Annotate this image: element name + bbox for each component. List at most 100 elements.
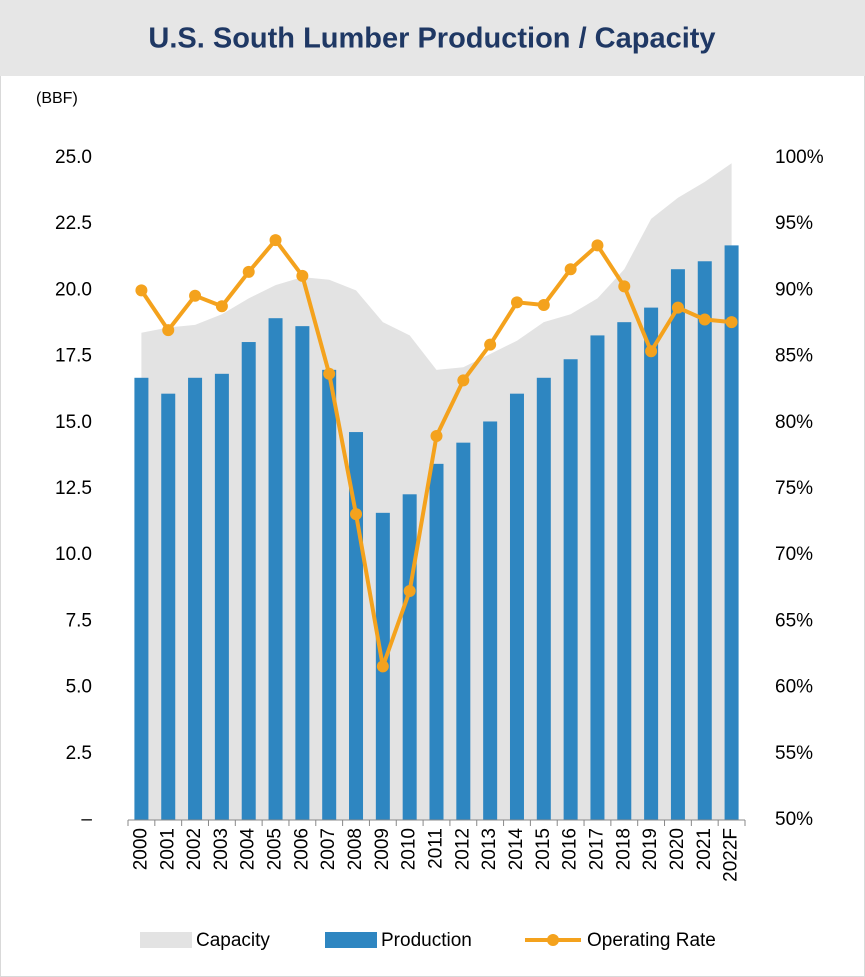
x-tick-label: 2001 bbox=[157, 828, 178, 870]
title-band bbox=[0, 0, 865, 76]
x-tick-label: 2002 bbox=[184, 828, 205, 870]
bar bbox=[214, 373, 229, 820]
y2-tick-label: 90% bbox=[775, 279, 813, 300]
y2-tick-label: 100% bbox=[775, 147, 824, 168]
bar bbox=[429, 463, 444, 820]
x-tick-label: 2016 bbox=[560, 828, 581, 870]
y-tick-label: 17.5 bbox=[55, 346, 92, 367]
y2-tick-label: 95% bbox=[775, 213, 813, 234]
bar bbox=[295, 326, 310, 820]
bar bbox=[456, 442, 471, 820]
y-tick-label: 7.5 bbox=[66, 610, 92, 631]
y-tick-label: 15.0 bbox=[55, 412, 92, 433]
x-tick-label: 2008 bbox=[345, 828, 366, 870]
rate-marker bbox=[162, 324, 175, 337]
rate-marker bbox=[376, 660, 389, 673]
rate-marker bbox=[403, 584, 416, 597]
bar bbox=[241, 342, 256, 820]
y-tick-label: – bbox=[81, 809, 92, 830]
bar bbox=[268, 318, 283, 820]
legend-label: Production bbox=[381, 930, 472, 951]
chart-title: U.S. South Lumber Production / Capacity bbox=[148, 23, 715, 55]
y2-tick-label: 55% bbox=[775, 743, 813, 764]
bar bbox=[644, 307, 659, 820]
rate-marker bbox=[537, 298, 550, 311]
rate-marker bbox=[350, 508, 363, 521]
y-axis-label: (BBF) bbox=[36, 90, 78, 107]
x-tick-label: 2005 bbox=[265, 828, 286, 870]
bar bbox=[590, 335, 605, 820]
y-tick-label: 12.5 bbox=[55, 478, 92, 499]
x-tick-label: 2012 bbox=[452, 828, 473, 870]
rate-marker bbox=[242, 265, 255, 278]
x-tick-label: 2018 bbox=[613, 828, 634, 870]
bar bbox=[617, 322, 632, 820]
rate-marker bbox=[269, 234, 282, 247]
x-tick-label: 2006 bbox=[291, 828, 312, 870]
bar bbox=[322, 369, 337, 820]
y2-tick-label: 80% bbox=[775, 412, 813, 433]
x-tick-label: 2013 bbox=[479, 828, 500, 870]
x-tick-label: 2020 bbox=[667, 828, 688, 870]
x-tick-label: 2000 bbox=[130, 828, 151, 870]
x-tick-label: 2014 bbox=[506, 828, 527, 871]
rate-marker bbox=[671, 301, 684, 314]
y2-tick-label: 85% bbox=[775, 346, 813, 367]
bar bbox=[536, 377, 551, 820]
rate-marker bbox=[725, 316, 738, 329]
x-tick-label: 2017 bbox=[586, 828, 607, 870]
y2-tick-label: 60% bbox=[775, 677, 813, 698]
y2-tick-label: 75% bbox=[775, 478, 813, 499]
bar bbox=[724, 245, 739, 820]
bar bbox=[188, 377, 203, 820]
rate-marker bbox=[618, 280, 631, 293]
bar bbox=[509, 393, 524, 820]
rate-marker bbox=[591, 239, 604, 252]
rate-marker bbox=[484, 338, 497, 351]
y-tick-label: 2.5 bbox=[66, 743, 92, 764]
legend-label: Operating Rate bbox=[587, 930, 716, 951]
rate-marker bbox=[323, 367, 336, 380]
x-tick-label: 2022F bbox=[721, 828, 742, 882]
x-tick-label: 2009 bbox=[372, 828, 393, 870]
x-tick-label: 2019 bbox=[640, 828, 661, 870]
y2-tick-label: 70% bbox=[775, 544, 813, 565]
bar bbox=[563, 359, 578, 820]
y2-tick-label: 50% bbox=[775, 809, 813, 830]
y-tick-label: 5.0 bbox=[66, 677, 92, 698]
rate-marker bbox=[645, 345, 658, 358]
bar bbox=[483, 421, 498, 820]
x-tick-label: 2015 bbox=[533, 828, 554, 870]
x-tick-label: 2004 bbox=[238, 828, 259, 871]
bar bbox=[670, 269, 685, 820]
bar bbox=[402, 494, 417, 820]
rate-marker bbox=[296, 269, 309, 282]
x-tick-label: 2021 bbox=[694, 828, 715, 870]
rate-marker bbox=[698, 313, 711, 326]
y-tick-label: 25.0 bbox=[55, 147, 92, 168]
x-tick-label: 2007 bbox=[318, 828, 339, 870]
rate-marker bbox=[457, 374, 470, 387]
legend-label: Capacity bbox=[196, 930, 270, 951]
rate-marker bbox=[189, 289, 202, 302]
y-tick-label: 10.0 bbox=[55, 544, 92, 565]
x-tick-label: 2003 bbox=[211, 828, 232, 870]
y-tick-label: 20.0 bbox=[55, 279, 92, 300]
rate-marker bbox=[510, 296, 523, 309]
bar bbox=[161, 393, 176, 820]
rate-marker bbox=[564, 263, 577, 276]
x-tick-label: 2011 bbox=[426, 828, 447, 869]
legend-swatch bbox=[325, 932, 377, 948]
bar bbox=[697, 261, 712, 821]
rate-marker bbox=[430, 430, 443, 443]
bar bbox=[134, 377, 149, 820]
y2-tick-label: 65% bbox=[775, 610, 813, 631]
legend-swatch bbox=[140, 932, 192, 948]
rate-marker bbox=[215, 300, 228, 313]
legend-marker bbox=[547, 934, 559, 946]
rate-marker bbox=[135, 284, 148, 297]
y-tick-label: 22.5 bbox=[55, 213, 92, 234]
x-tick-label: 2010 bbox=[399, 828, 420, 870]
